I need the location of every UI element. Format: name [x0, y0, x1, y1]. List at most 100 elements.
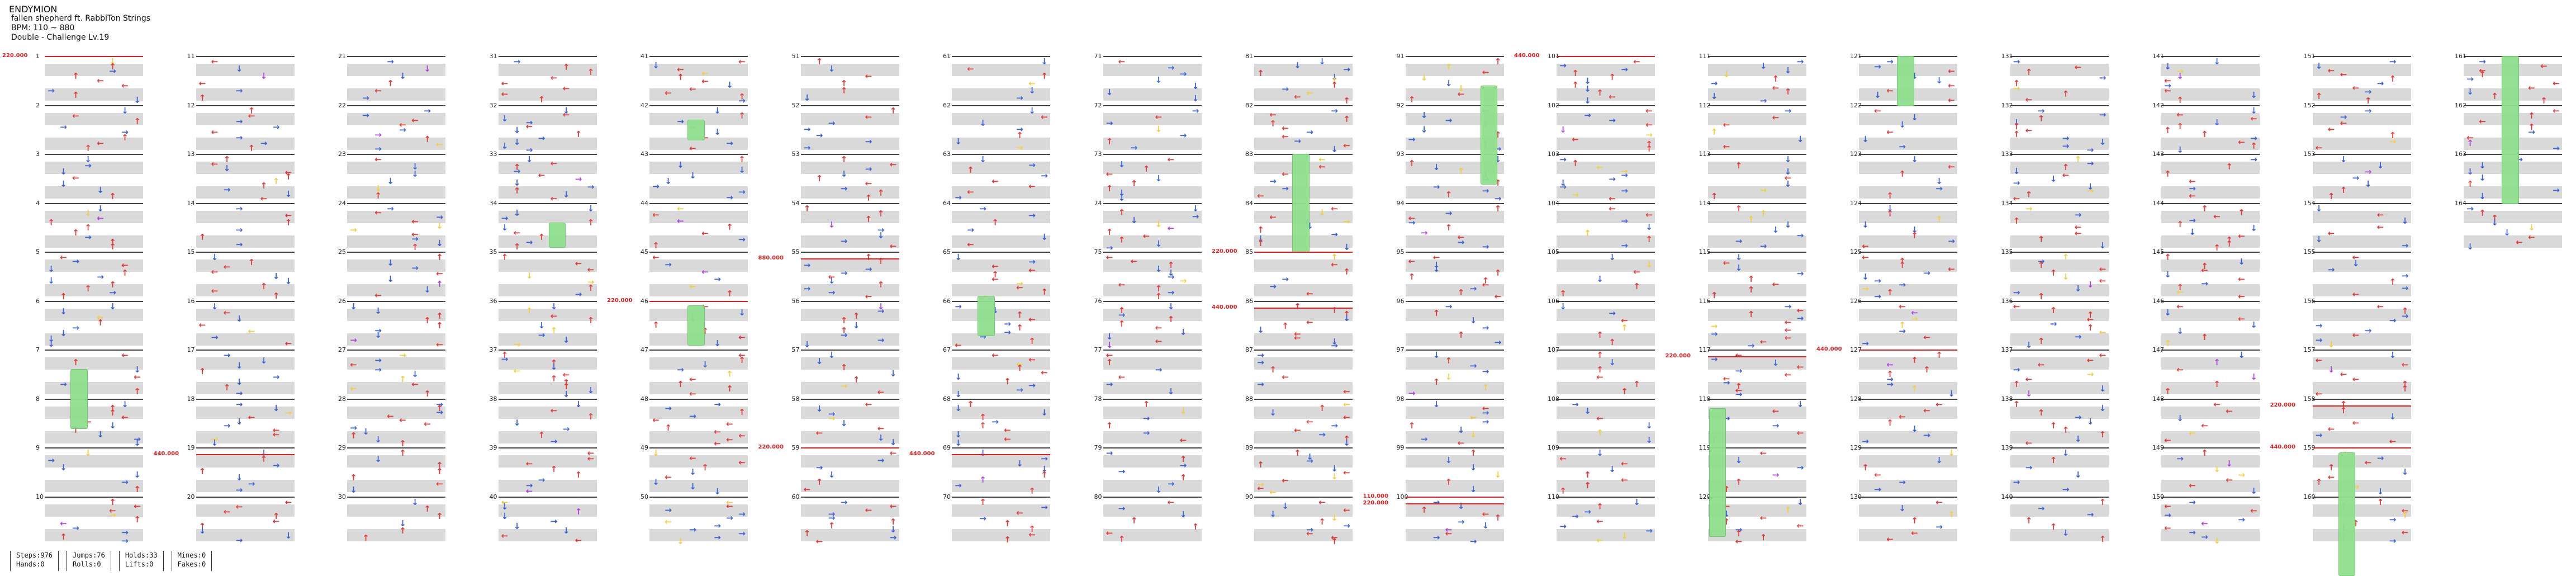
- arrow-note: ↓: [84, 154, 92, 164]
- arrow-note: ←: [1899, 301, 1906, 311]
- arrow-note: ←: [2201, 421, 2208, 431]
- freeze-arrow: [2338, 452, 2356, 576]
- arrow-note: →: [1482, 186, 1489, 196]
- measure-divider: [1405, 105, 1504, 106]
- arrow-note: →: [1935, 183, 1943, 193]
- arrow-note: ↑: [1621, 323, 1628, 333]
- measure-number: 113: [1699, 150, 1711, 158]
- arrow-note: ↑: [803, 203, 811, 214]
- arrow-note: →: [436, 399, 443, 409]
- arrow-note: ↓: [1192, 203, 1199, 214]
- arrow-note: ←: [2062, 170, 2070, 181]
- measure-stripe: [1405, 455, 1504, 468]
- arrow-note: ←: [828, 272, 836, 282]
- measure-number: 117: [1699, 346, 1711, 353]
- arrow-note: →: [2479, 56, 2486, 67]
- arrow-note: ↓: [2164, 307, 2171, 318]
- arrow-note: ←: [1596, 516, 1604, 526]
- arrow-note: ↓: [803, 92, 811, 103]
- measure-stripe: [1254, 284, 1353, 296]
- arrow-note: ↑: [538, 232, 545, 243]
- arrow-note: ↓: [1041, 408, 1048, 418]
- arrow-note: →: [1167, 272, 1175, 282]
- arrow-note: ←: [1482, 508, 1489, 519]
- arrow-note: →: [2013, 364, 2020, 375]
- arrow-note: ↓: [1155, 219, 1163, 229]
- measure-divider: [2010, 252, 2109, 253]
- measure-stripe: [196, 88, 295, 101]
- arrow-note: →: [1016, 142, 1023, 153]
- arrow-note: ↑: [2099, 429, 2107, 440]
- arrow-note: ←: [2479, 65, 2486, 75]
- measure-stripe: [498, 504, 597, 517]
- measure-divider: [1707, 56, 1806, 57]
- arrow-note: ↓: [1469, 462, 1477, 473]
- measure-stripe: [1707, 406, 1806, 419]
- arrow-note: →: [889, 532, 897, 542]
- arrow-note: →: [1923, 429, 1930, 440]
- measure-stripe: [45, 259, 143, 272]
- measure-divider: [1254, 105, 1353, 106]
- measure-divider: [1557, 202, 1655, 204]
- measure-stripe: [952, 504, 1050, 517]
- arrow-note: ↑: [248, 105, 255, 116]
- arrow-note: →: [2238, 469, 2245, 480]
- arrow-note: ←: [1343, 468, 1350, 478]
- arrow-note: ←: [97, 213, 104, 223]
- measure-stripe: [498, 528, 597, 541]
- arrow-note: ↑: [1432, 308, 1440, 319]
- arrow-note: ↑: [2401, 306, 2409, 317]
- arrow-note: ←: [714, 438, 721, 448]
- stats-group-mines: Mines:0 Fakes:0: [171, 551, 212, 571]
- measure-stripe: [1103, 137, 1202, 150]
- measure-stripe: [1254, 406, 1353, 419]
- arrow-note: ↓: [562, 526, 570, 536]
- arrow-note: ←: [889, 159, 897, 169]
- arrow-note: →: [362, 110, 369, 121]
- arrow-note: ↑: [1747, 309, 1755, 319]
- measure-divider: [2161, 202, 2260, 204]
- arrow-note: →: [2189, 183, 2196, 193]
- measure-stripe: [2312, 504, 2411, 517]
- arrow-note: →: [665, 403, 672, 413]
- measure-divider: [2161, 105, 2260, 106]
- arrow-note: ←: [1645, 120, 1653, 130]
- arrow-note: ↓: [652, 476, 660, 487]
- measure-stripe: [952, 88, 1050, 101]
- arrow-note: ↓: [1796, 497, 1804, 507]
- arrow-note: ↑: [1735, 381, 1743, 392]
- arrow-note: ↑: [865, 214, 872, 224]
- arrow-note: ↑: [121, 132, 129, 143]
- arrow-note: ←: [1609, 193, 1616, 204]
- arrow-note: ←: [2189, 176, 2196, 186]
- arrow-note: ↑: [260, 281, 268, 291]
- measure-number: 106: [1548, 297, 1559, 305]
- measure-divider: [1707, 300, 1806, 302]
- arrow-note: ↑: [1886, 190, 1894, 201]
- arrow-note: ↓: [665, 176, 672, 186]
- arrow-note: →: [2389, 315, 2397, 326]
- arrow-note: ↑: [424, 315, 431, 326]
- arrow-note: ↑: [1118, 234, 1126, 245]
- measure-stripe: [1557, 235, 1655, 248]
- measure-number: 33: [489, 150, 497, 158]
- arrow-note: ↑: [652, 240, 660, 251]
- arrow-note: ↓: [1155, 264, 1163, 275]
- arrow-note: →: [1747, 340, 1755, 351]
- measure-stripe: [649, 112, 748, 125]
- arrow-note: ↑: [1948, 509, 1955, 520]
- measure-stripe: [1405, 406, 1504, 419]
- arrow-note: →: [1862, 284, 1869, 294]
- arrow-note: →: [501, 354, 509, 365]
- arrow-note: ↑: [840, 325, 848, 336]
- arrow-note: ↑: [538, 429, 545, 440]
- measure-stripe: [196, 259, 295, 272]
- arrow-note: →: [2086, 144, 2094, 155]
- arrow-note: ↓: [1167, 301, 1175, 311]
- bpm-change-line: [1405, 503, 1504, 504]
- arrow-note: ↑: [2176, 95, 2184, 105]
- arrow-note: ←: [513, 227, 521, 238]
- arrow-note: ↑: [2013, 121, 2020, 131]
- arrow-note: ↑: [840, 154, 848, 164]
- measure-stripe: [1254, 357, 1353, 370]
